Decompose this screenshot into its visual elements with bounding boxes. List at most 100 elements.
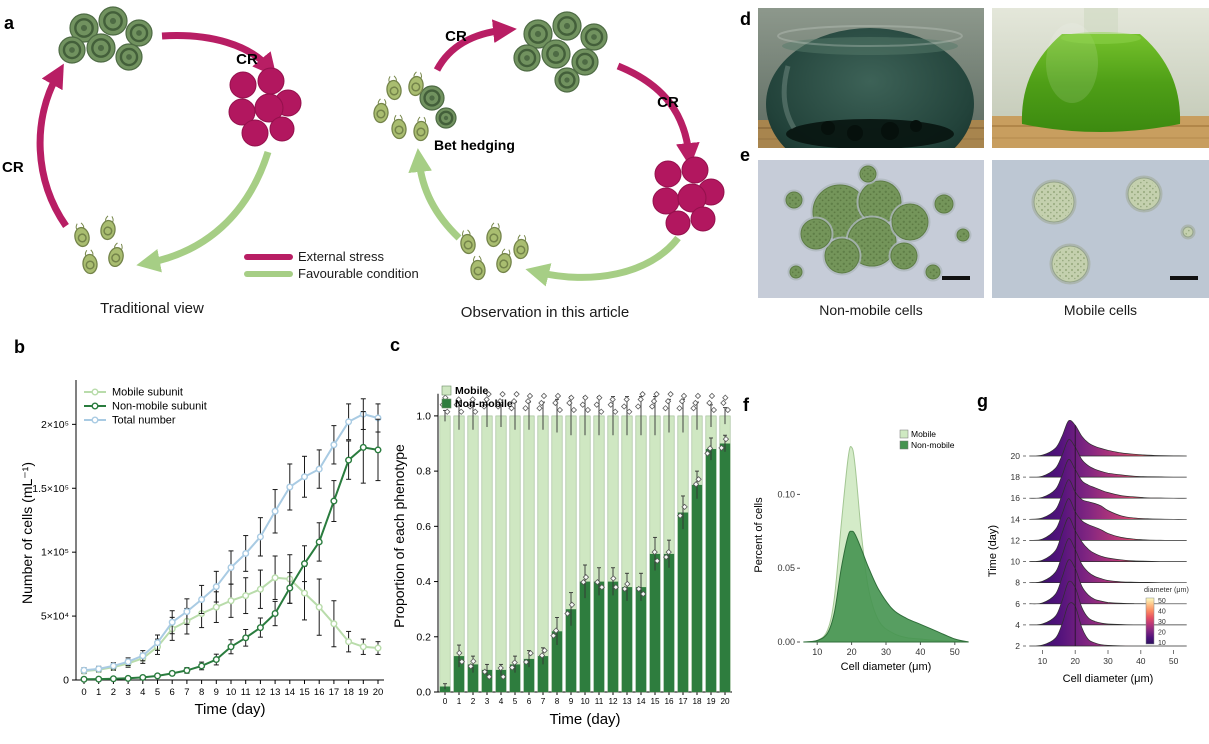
cell-granules xyxy=(792,268,800,276)
replicate-point xyxy=(609,396,616,403)
legend-tick: 20 xyxy=(1158,630,1166,637)
replicate-point xyxy=(704,450,711,457)
bar-nonmobile xyxy=(495,669,507,692)
cell-nonmobile xyxy=(419,85,445,111)
cell-wall-halo xyxy=(798,216,834,252)
sediment-clump xyxy=(847,125,863,141)
cell-granules xyxy=(1185,229,1191,235)
replicate-point xyxy=(710,406,718,414)
cell-wall-halo xyxy=(783,189,805,211)
replicate-point xyxy=(623,396,630,403)
circle xyxy=(584,27,604,47)
legend: Mobile subunit Non-mobile subunit Total nu… xyxy=(84,387,207,427)
replicate-point xyxy=(718,444,725,452)
cell-stressed xyxy=(690,206,716,232)
data-point xyxy=(301,473,309,481)
data-point xyxy=(286,483,294,491)
legend-label: Mobile xyxy=(455,385,488,397)
y-axis-title: Time (day) xyxy=(987,525,999,577)
text-label: 6 xyxy=(1015,599,1020,609)
caption-observation: Observation in this article xyxy=(461,304,629,321)
replicate-point xyxy=(596,394,603,401)
text-label: 14 xyxy=(285,687,296,698)
bar-nonmobile xyxy=(621,587,633,692)
replicate-point xyxy=(496,398,504,405)
cell-mobile xyxy=(470,255,486,281)
circle xyxy=(438,110,454,126)
text-label: 20 xyxy=(847,647,857,657)
replicate-point xyxy=(524,398,532,405)
circle xyxy=(499,259,509,269)
ellipse xyxy=(460,233,476,255)
ellipse xyxy=(74,226,90,248)
replicate-point xyxy=(472,408,479,415)
data-point xyxy=(168,669,176,677)
bar-nonmobile xyxy=(481,669,493,692)
legend-label: Non-mobile subunit xyxy=(112,401,207,413)
replicate-point xyxy=(593,401,600,408)
replicate-point xyxy=(692,399,699,407)
text-label: 4 xyxy=(499,697,504,706)
text-label: 30 xyxy=(881,647,891,657)
panel-e-label: e xyxy=(740,145,751,165)
circle xyxy=(74,18,94,38)
cell-granules xyxy=(861,183,899,221)
circle xyxy=(394,125,404,135)
cell-wall-halo xyxy=(954,226,972,244)
text-label: 18 xyxy=(1011,472,1021,482)
replicate-point xyxy=(582,573,590,581)
replicate-point xyxy=(536,405,543,412)
text-label: 20 xyxy=(373,687,384,698)
panel-a-label: a xyxy=(4,13,15,33)
text-label: 0.8 xyxy=(416,466,431,478)
text-label: 5 xyxy=(155,687,160,698)
arrow-stress-right-right-cycle xyxy=(616,62,700,167)
circle xyxy=(582,59,588,65)
text-label: 16 xyxy=(664,697,674,706)
cell-mobile xyxy=(496,248,512,274)
data-point xyxy=(109,675,117,683)
cell-stressed xyxy=(652,187,680,215)
text-label: 11 xyxy=(595,697,604,706)
data-point xyxy=(227,643,235,651)
cell-stressed xyxy=(257,67,285,95)
replicate-point xyxy=(634,403,642,410)
text-label: 2 xyxy=(471,697,476,706)
text-label: 6 xyxy=(527,697,532,706)
text-label: 0 xyxy=(443,697,448,706)
replicate-point xyxy=(580,579,587,586)
replicate-point xyxy=(526,392,534,400)
cell-nonmobile xyxy=(435,107,457,129)
replicate-point xyxy=(481,668,488,675)
replicate-point xyxy=(566,399,573,407)
replicate-point xyxy=(483,396,490,403)
circle xyxy=(126,54,132,60)
cell-mobile xyxy=(82,249,98,275)
rect xyxy=(441,385,452,396)
text-label: 10 xyxy=(226,687,237,698)
bar-nonmobile xyxy=(649,553,661,692)
circle xyxy=(103,226,113,236)
panel-b-label: b xyxy=(14,337,25,357)
bar-nonmobile xyxy=(705,449,717,692)
circle xyxy=(77,233,87,243)
replicate-point xyxy=(653,391,660,398)
text-label: 0 xyxy=(81,687,86,698)
cell-wall-halo xyxy=(822,236,862,276)
replicate-point xyxy=(639,391,646,398)
replicate-point xyxy=(564,610,571,617)
replicate-point xyxy=(513,391,520,398)
replicate-point xyxy=(497,664,504,672)
cell-wall-halo xyxy=(923,262,943,282)
bar-nonmobile xyxy=(607,581,619,692)
ellipse xyxy=(470,259,486,281)
panel-g-chart: 20 18 16 14 12 10 8 6 4 2 10 20 30 40 50 Cell diameter … xyxy=(987,420,1189,685)
circle xyxy=(489,233,499,243)
data-point xyxy=(271,574,279,582)
text-label: 13 xyxy=(622,697,632,706)
data-point xyxy=(374,446,382,454)
data-point xyxy=(227,597,235,605)
text-label: 20 xyxy=(1070,656,1080,666)
scale-bar xyxy=(942,276,970,280)
